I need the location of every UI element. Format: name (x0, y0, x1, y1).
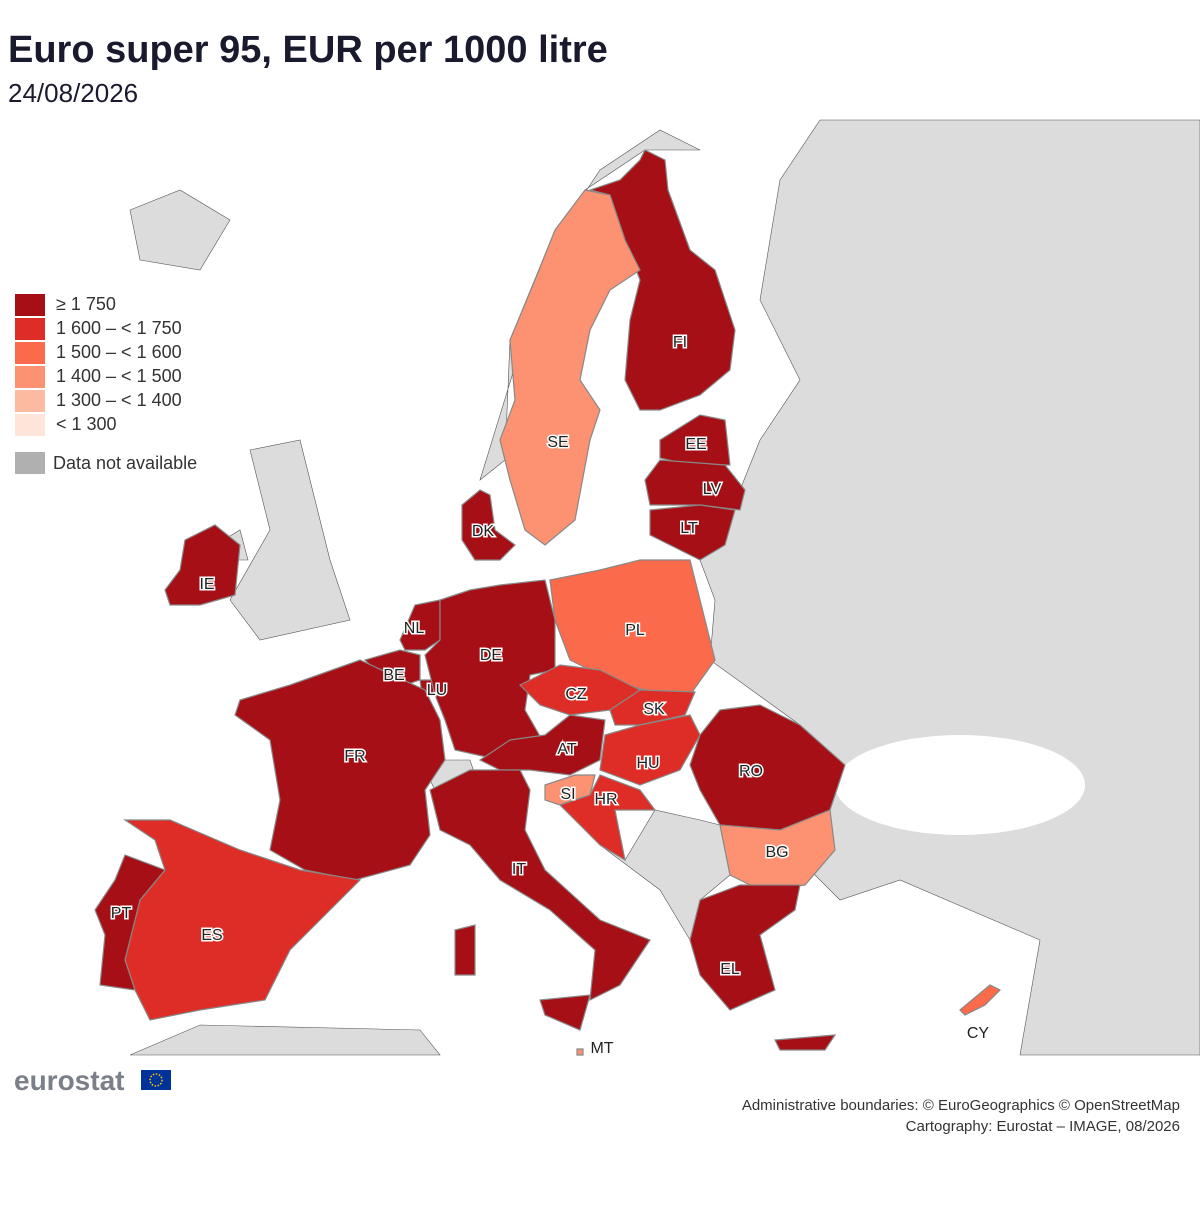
country-label: FI (673, 334, 687, 351)
country-area (164, 524, 241, 606)
legend-label: ≥ 1 750 (56, 294, 116, 314)
legend-label: 1 600 – < 1 750 (56, 318, 182, 338)
country-label: IE (199, 576, 214, 593)
country-label: IT (512, 861, 526, 878)
country-area (549, 559, 716, 696)
country-area (234, 659, 446, 881)
eu-flag (141, 1070, 171, 1090)
country-area (94, 854, 167, 991)
country-label: HR (594, 791, 617, 808)
country-area (539, 994, 591, 1031)
country-label: MT (590, 1040, 613, 1057)
legend-label: Data not available (53, 453, 197, 473)
title: Euro super 95, EUR per 1000 litre (8, 29, 608, 71)
country-label: PL (625, 622, 645, 639)
country-area (558, 774, 657, 862)
legend-label: 1 500 – < 1 600 (56, 342, 182, 362)
country-area (774, 1034, 837, 1051)
country-area (719, 809, 836, 891)
country-area (959, 984, 1002, 1016)
country-label: AT (557, 741, 576, 758)
country-label: SK (643, 701, 665, 718)
country-label: LU (427, 682, 447, 699)
logo: eurostat (14, 1065, 124, 1096)
country-area (461, 489, 516, 561)
country-label: LT (680, 520, 698, 537)
country-area (587, 149, 736, 411)
land (129, 189, 231, 271)
country-area (689, 884, 801, 1011)
legend-label: 1 400 – < 1 500 (56, 366, 182, 386)
country-label: CZ (565, 686, 587, 703)
country-label: FR (344, 748, 365, 765)
country-label: CY (967, 1025, 990, 1042)
country-label: EE (685, 436, 706, 453)
country-label: BG (765, 844, 788, 861)
land (229, 439, 351, 641)
country-labels: FI SE EE LV LT DK IE NL BE LU DE PL CZ SK AT HU SI HR RO BG… (109, 333, 991, 1059)
country-area (644, 459, 746, 511)
country-label: DE (480, 647, 502, 664)
country-area (499, 189, 641, 546)
country-label: BE (383, 667, 404, 684)
legend-swatch (15, 342, 45, 364)
legend-swatch (15, 294, 45, 316)
legend-swatch (15, 414, 45, 436)
country-label: SI (560, 786, 575, 803)
country-area (424, 579, 556, 761)
country-area (429, 769, 651, 1002)
country-label: ES (201, 927, 222, 944)
country-label: NL (404, 620, 425, 637)
countries (94, 149, 1002, 1056)
country-label: RO (739, 763, 763, 780)
subtitle: 24/08/2026 (8, 78, 138, 108)
black-sea (835, 735, 1085, 835)
legend-swatch (15, 452, 45, 474)
country-area (659, 414, 731, 466)
country-area (454, 924, 476, 976)
legend-label: < 1 300 (56, 414, 117, 434)
credit: Administrative boundaries: © EuroGeograp… (742, 1097, 1180, 1114)
country-label: EL (720, 961, 740, 978)
country-label: HU (636, 755, 659, 772)
country-area (599, 714, 701, 786)
country-area (649, 504, 736, 561)
country-area (576, 1048, 584, 1056)
country-label: SE (547, 434, 568, 451)
country-label: PT (111, 905, 132, 922)
legend-label: 1 300 – < 1 400 (56, 390, 182, 410)
legend-swatch (15, 366, 45, 388)
country-label: DK (472, 523, 495, 540)
legend-swatch (15, 390, 45, 412)
legend: ≥ 1 750 1 600 – < 1 750 1 500 – < 1 600 1 4… (15, 294, 197, 474)
country-label: LV (703, 481, 722, 498)
land (129, 1024, 441, 1056)
credit: Cartography: Eurostat – IMAGE, 08/2026 (906, 1118, 1180, 1135)
country-area (609, 689, 696, 726)
eu-stars (149, 1073, 163, 1087)
legend-swatch (15, 318, 45, 340)
